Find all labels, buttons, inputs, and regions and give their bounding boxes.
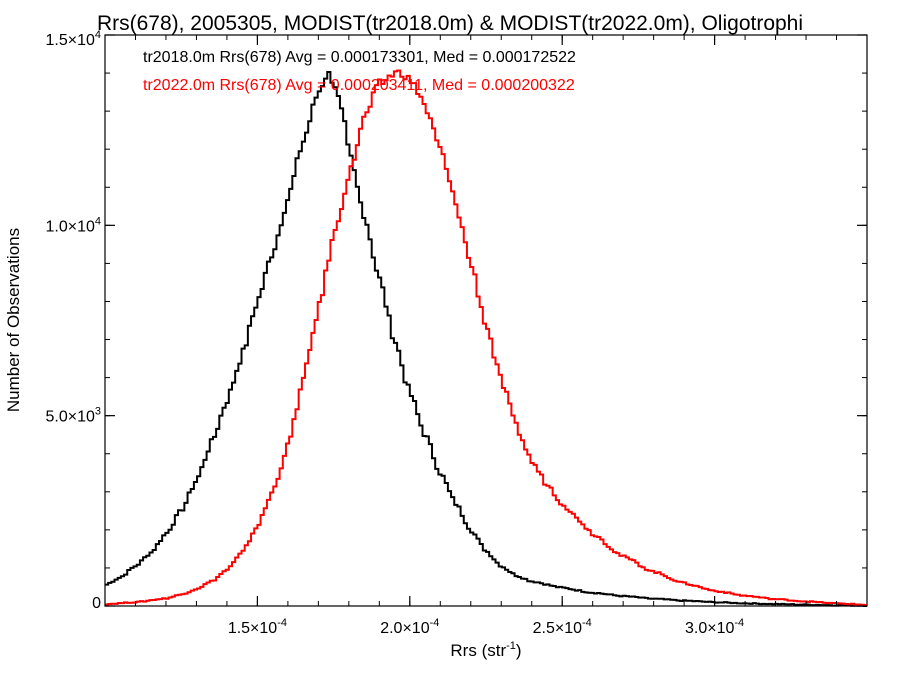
x-tick-label: 3.0×10-4 — [685, 617, 744, 637]
legend-entry-2: tr2022.0m Rrs(678) Avg = 0.000203411, Me… — [143, 77, 575, 94]
x-tick-label: 2.5×10-4 — [533, 617, 592, 637]
y-axis-label: Number of Observations — [4, 228, 23, 412]
plot-frame — [104, 34, 868, 607]
y-axis-ticks: 0 5.0×103 1.0×104 1.5×104 — [45, 29, 867, 612]
chart-title: Rrs(678), 2005305, MODIST(tr2018.0m) & M… — [97, 12, 803, 35]
series-layer — [105, 69, 867, 607]
x-tick-label: 2.0×10-4 — [380, 617, 439, 637]
x-tick-label: 1.5×10-4 — [228, 617, 287, 637]
y-tick-label: 0 — [92, 595, 101, 612]
legend: tr2018.0m Rrs(678) Avg = 0.000173301, Me… — [143, 49, 576, 94]
y-tick-label: 5.0×103 — [45, 406, 101, 426]
legend-entry-1: tr2018.0m Rrs(678) Avg = 0.000173301, Me… — [143, 49, 576, 66]
y-tick-label: 1.5×104 — [45, 29, 101, 49]
x-axis-label: Rrs (str-1) — [450, 640, 521, 660]
x-axis-ticks: 1.5×10-4 2.0×10-4 2.5×10-4 3.0×10-4 — [104, 35, 838, 637]
series-line-2 — [105, 69, 867, 606]
series-line-1 — [105, 70, 867, 607]
y-tick-label: 1.0×104 — [45, 215, 101, 235]
